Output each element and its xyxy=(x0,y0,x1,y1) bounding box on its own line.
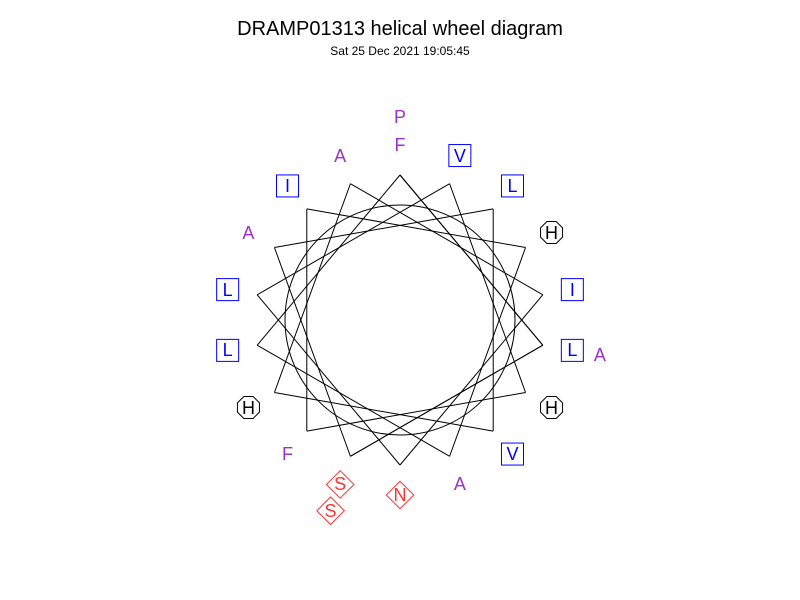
residue-4-label: L xyxy=(507,177,517,195)
residue-18-label: P xyxy=(394,108,406,126)
connection-line xyxy=(350,345,542,456)
helical-wheel-diagram xyxy=(0,0,800,600)
residue-3-label: A xyxy=(242,224,254,242)
residue-19-label: A xyxy=(594,346,606,364)
residue-17-label: L xyxy=(223,341,233,359)
residue-9-label: N xyxy=(394,486,407,504)
residue-6-label: H xyxy=(242,399,255,417)
residue-10-label: L xyxy=(223,281,233,299)
residue-14-label: I xyxy=(285,177,290,195)
residue-1-label: L xyxy=(567,341,577,359)
residue-12-label: H xyxy=(545,399,558,417)
residue-20-label: S xyxy=(325,502,337,520)
residue-16-label: A xyxy=(454,475,466,493)
residue-2-label: S xyxy=(334,475,346,493)
residue-0-label: F xyxy=(395,136,406,154)
residue-15-label: H xyxy=(545,224,558,242)
residue-8-label: I xyxy=(570,281,575,299)
residue-11-label: V xyxy=(454,147,466,165)
residue-5-label: V xyxy=(506,445,518,463)
connection-line xyxy=(257,345,449,456)
residue-13-label: F xyxy=(282,445,293,463)
residue-7-label: A xyxy=(334,147,346,165)
